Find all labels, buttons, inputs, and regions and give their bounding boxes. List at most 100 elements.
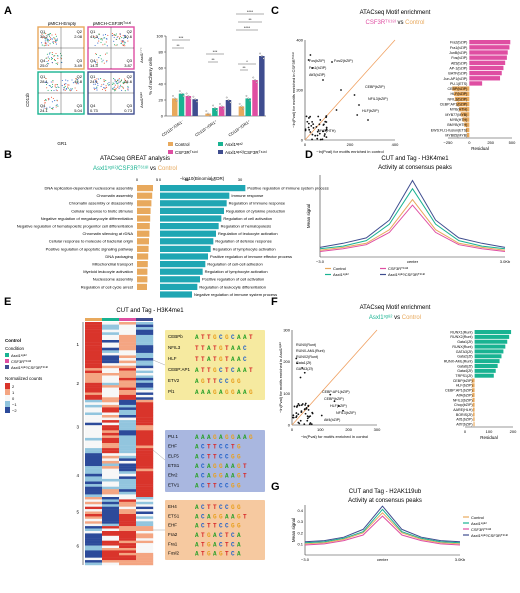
heatmap-cell xyxy=(102,329,120,333)
flow-event-dot xyxy=(104,34,107,36)
sequence-letter: A xyxy=(237,367,241,374)
residual-bar xyxy=(465,127,470,133)
heatmap-cell xyxy=(119,499,137,503)
cluster-number: 4 xyxy=(76,473,79,478)
heatmap-cell xyxy=(85,560,103,563)
flow-event-dot xyxy=(47,56,49,58)
y-tick-label: 200 xyxy=(296,88,303,93)
flow-col-title-1: pMICH-Empty xyxy=(48,21,77,26)
flow-event-dot xyxy=(49,33,51,35)
flow-event-dot xyxy=(93,83,95,85)
heatmap-cell xyxy=(136,509,154,512)
sequence-letter: A xyxy=(195,513,199,520)
heatmap-cell xyxy=(85,481,103,485)
flow-event-dot xyxy=(51,86,54,88)
heatmap-cell xyxy=(136,518,154,522)
heatmap-cell xyxy=(102,538,120,541)
heatmap-cell xyxy=(85,327,103,330)
motif-label: Gata6(Zf) xyxy=(457,364,472,368)
motif-point xyxy=(337,405,340,407)
heatmap-cell xyxy=(136,340,154,343)
heatmap-cell xyxy=(119,415,137,418)
motif-label: Gata2(Zf) xyxy=(457,355,472,359)
sequence-letter: C xyxy=(231,532,235,539)
flow-event-dot xyxy=(96,86,98,88)
flow-event-dot xyxy=(106,45,108,47)
signal-line xyxy=(319,204,506,252)
go-bar xyxy=(160,276,200,283)
heatmap-cell xyxy=(136,347,154,351)
flow-event-dot xyxy=(50,96,53,98)
sequence-letter: C xyxy=(231,551,235,558)
heatmap-cell xyxy=(102,387,120,391)
flow-event-dot xyxy=(77,83,79,85)
motif-point xyxy=(308,117,310,119)
sequence-letter: G xyxy=(237,444,241,451)
sequence-letter: G xyxy=(231,482,235,489)
go-term-label: Chromatin silencing at rDNA xyxy=(83,231,134,236)
motif-point xyxy=(335,109,338,111)
flow-event-dot xyxy=(95,62,97,64)
heatmap-cell xyxy=(119,509,137,512)
residual-bar xyxy=(473,422,475,427)
bar xyxy=(185,96,192,116)
heatmap-cell xyxy=(136,407,154,411)
motif-point xyxy=(323,133,326,135)
motif-point xyxy=(356,114,359,116)
go-bar xyxy=(137,200,152,207)
go-term-label: Myeloid leukocyte activation xyxy=(83,269,133,274)
sequence-letter: G xyxy=(213,473,217,480)
sequence-letter: A xyxy=(213,551,217,558)
flow-event-dot xyxy=(101,39,103,41)
flow-event-dot xyxy=(52,97,54,100)
quadrant-label: Q3 xyxy=(127,58,133,63)
motif-label: RUNX1(Runt) xyxy=(450,330,472,334)
flow-event-dot xyxy=(72,82,74,84)
heatmap-cell xyxy=(136,422,154,426)
y-tick-label: 40 xyxy=(159,82,164,87)
sequence-letter: G xyxy=(213,389,217,396)
signal-line xyxy=(304,505,461,543)
sequence-letter: C xyxy=(219,444,223,451)
quadrant-value: 5.04 xyxy=(74,108,83,113)
panel-f-title: ATACseq Motif enrichment xyxy=(360,305,431,311)
heatmap-cell xyxy=(85,540,103,544)
sequence-letter: G xyxy=(231,389,235,396)
colorbar-segment xyxy=(5,395,10,401)
sequence-letter: C xyxy=(201,523,205,530)
heatmap-cell xyxy=(85,466,103,469)
legend-label: Asxl1ˢᵍ⁸²/CSF3Rᵀ⁶¹⁸ᴵ xyxy=(388,272,425,277)
heatmap-cell xyxy=(119,430,137,434)
motif-name: NFIL3 xyxy=(168,345,181,350)
sequence-letter: A xyxy=(207,473,211,480)
motif-point xyxy=(305,407,308,410)
y-tick-label: 20 xyxy=(159,98,164,103)
residual-bar xyxy=(469,55,507,60)
panel-c-subtitle: CSF3Rᵀ⁶¹⁸ᴵ vs Control xyxy=(366,19,425,26)
sequence-letter: T xyxy=(213,482,217,489)
panel-c-scatter: 0 200 400 0 200 400 Fos(bZIP) Fra1(bZIP) Atf3(bZ… xyxy=(291,38,399,155)
heatmap-cell xyxy=(102,518,120,522)
flow-event-dot xyxy=(105,90,107,92)
sequence-letter: G xyxy=(219,356,223,363)
motif-point xyxy=(309,54,312,56)
flow-event-dot xyxy=(56,100,58,102)
sequence-letter: A xyxy=(243,334,247,341)
heatmap-cell xyxy=(85,397,103,400)
flow-event-dot xyxy=(69,89,71,91)
quadrant-value: 25.0 xyxy=(40,63,49,68)
motif-point xyxy=(307,404,310,407)
motif-name: CEBPb xyxy=(168,334,183,339)
heatmap-cell xyxy=(136,425,154,428)
x-tick-label: −3.0 xyxy=(316,259,325,264)
flow-event-dot xyxy=(94,88,96,90)
flow-event-dot xyxy=(108,84,111,86)
motif-point xyxy=(309,115,312,118)
sequence-letter: C xyxy=(225,523,229,530)
heatmap-cell xyxy=(102,368,120,371)
flow-event-dot xyxy=(96,63,98,65)
heatmap-cell xyxy=(136,358,154,361)
heatmap-cell xyxy=(102,337,120,341)
sequence-letter: T xyxy=(213,453,217,460)
sequence-letter: C xyxy=(219,367,223,374)
